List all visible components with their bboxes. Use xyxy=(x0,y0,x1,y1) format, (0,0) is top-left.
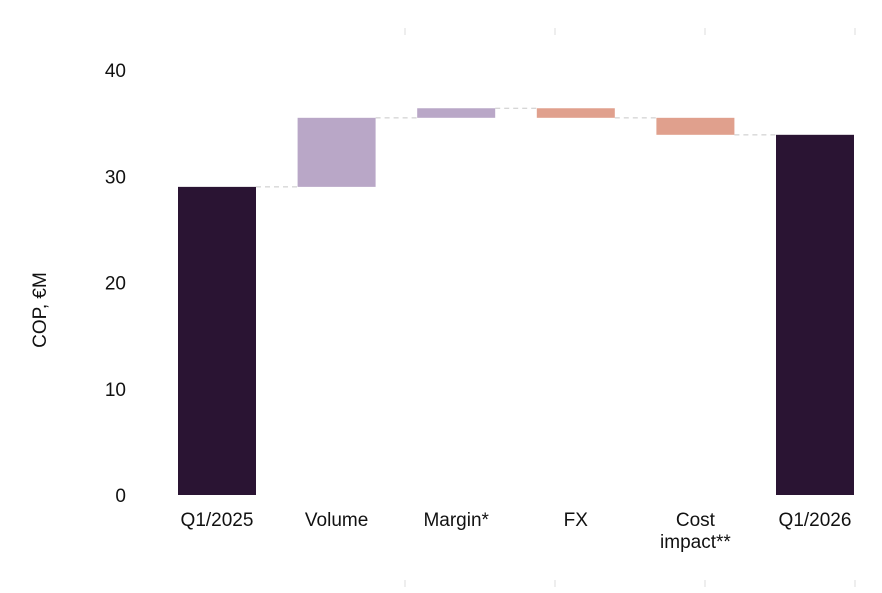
bar-fx xyxy=(536,108,615,118)
bars xyxy=(178,108,854,495)
bar-q1-2025 xyxy=(178,186,256,495)
y-tick-label: 20 xyxy=(105,274,126,295)
x-category-label: Q1/2026 xyxy=(779,510,852,531)
x-axis-labels: Q1/2025 Volume Margin* FX Cost impact** Q1/202… xyxy=(181,510,852,553)
y-tick-label: 30 xyxy=(105,167,126,188)
x-category-label: FX xyxy=(564,510,589,531)
x-category-label: Cost impact** xyxy=(660,510,731,553)
bar-volume xyxy=(297,117,376,187)
y-axis-ticks: 0 10 20 30 40 xyxy=(105,61,126,507)
x-category-label: Q1/2025 xyxy=(181,510,254,531)
y-axis-title: COP, €M xyxy=(30,272,51,348)
x-category-label: Volume xyxy=(305,510,368,531)
bar-q1-2026 xyxy=(776,134,854,495)
bar-cost-impact xyxy=(656,117,735,135)
y-tick-label: 40 xyxy=(105,61,126,82)
column-tick-marks xyxy=(404,28,856,587)
bar-margin xyxy=(417,108,496,118)
x-category-label: Margin* xyxy=(423,510,489,531)
connector-lines xyxy=(256,107,776,188)
y-tick-label: 0 xyxy=(115,486,126,507)
y-tick-label: 10 xyxy=(105,380,126,401)
